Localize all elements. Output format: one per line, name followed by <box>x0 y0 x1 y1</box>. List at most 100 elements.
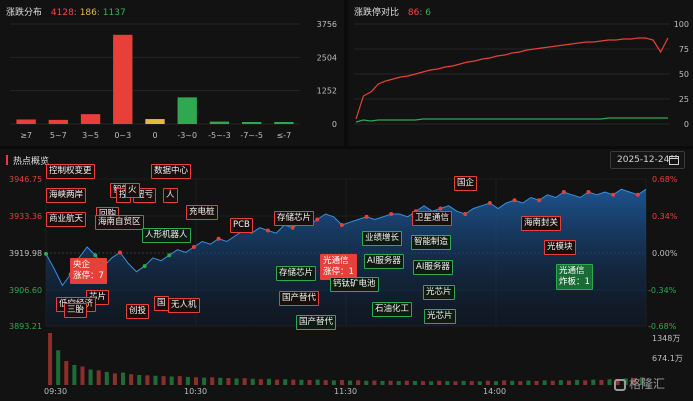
tag-guochan-red[interactable]: 国产替代 <box>279 291 320 306</box>
tag-haixia[interactable]: 海峡两岸 <box>46 188 87 203</box>
y-tick-label: 1252 <box>317 87 337 96</box>
tag-shangye[interactable]: 商业航天 <box>46 212 87 227</box>
volume-bar <box>599 379 604 385</box>
volume-bar <box>412 380 417 385</box>
brand-mark-icon <box>614 379 626 391</box>
price-tick: 3946.75 <box>9 175 43 184</box>
volume-bar <box>64 361 69 385</box>
volume-bar <box>445 381 450 385</box>
event-dot <box>167 253 172 258</box>
volume-bar <box>380 380 385 385</box>
event-dot <box>265 228 270 233</box>
event-dot <box>93 253 98 258</box>
tag-yangqi[interactable]: 央企 涨停：7 <box>70 258 107 284</box>
ratio-header: 涨跌停对比 86: 6 <box>354 8 431 18</box>
category-label: 3~5 <box>82 131 99 140</box>
tag-guangtongxin-1[interactable]: 光通信 涨停：1 <box>320 254 357 280</box>
distribution-title: 涨跌分布 <box>6 8 43 18</box>
tag-taitie[interactable]: 钙钛矿电池 <box>330 277 379 292</box>
volume-bar <box>129 374 134 385</box>
volume-bar <box>526 380 531 385</box>
volume-bar <box>96 370 101 385</box>
category-label: ≤-7 <box>277 131 292 140</box>
y-tick-label: 2504 <box>317 53 337 62</box>
tag-ai-server-2[interactable]: AI服务器 <box>413 260 453 275</box>
tag-guangmokuai[interactable]: 光模块 <box>544 240 576 255</box>
tag-guochan-green[interactable]: 国产替代 <box>296 315 337 330</box>
ratio-title: 涨跌停对比 <box>354 8 400 18</box>
volume-bar <box>299 379 304 385</box>
volume-bar <box>518 381 523 385</box>
y-tick-label: 50 <box>679 70 689 79</box>
price-tick: 3919.98 <box>9 249 43 258</box>
tag-partial-santai[interactable]: 三胎 <box>64 303 88 318</box>
volume-bar <box>615 378 620 385</box>
volume-bar <box>153 375 158 385</box>
guangtongxin2-name: 光通信 <box>559 266 585 276</box>
limit-down-count: 6 <box>425 8 431 18</box>
tag-cunchu-top[interactable]: 存储芯片 <box>274 211 315 226</box>
y-tick-label: 0 <box>332 120 337 129</box>
time-tick: 09:30 <box>44 387 68 396</box>
volume-bar <box>510 380 515 385</box>
volume-bar <box>542 380 547 385</box>
volume-bar <box>242 378 247 385</box>
event-dot <box>315 217 320 222</box>
date-picker[interactable]: 2025-12-24 <box>610 151 685 169</box>
volume-bar <box>396 381 401 385</box>
bar <box>177 97 197 124</box>
tag-chuangtou[interactable]: 创投 <box>126 304 150 319</box>
event-dot <box>586 190 591 195</box>
pct-tick: 0.00% <box>652 249 678 258</box>
tag-guangtongxin-2[interactable]: 光通信 炸板：1 <box>556 264 593 290</box>
volume-bar <box>404 380 409 385</box>
volume-bar <box>631 378 636 385</box>
volume-bar <box>193 377 199 385</box>
category-label: ≥7 <box>20 131 32 140</box>
event-dot <box>512 198 517 203</box>
tag-partial-ren[interactable]: 人 <box>163 188 178 203</box>
brand-name: 格隆汇 <box>629 377 666 391</box>
tag-zhineng[interactable]: 智能制造 <box>411 235 452 250</box>
tag-ai-server-1[interactable]: AI服务器 <box>364 254 404 269</box>
volume-bar <box>137 374 142 385</box>
bar <box>242 122 262 124</box>
volume-bar <box>291 379 296 385</box>
volume-bar <box>331 380 336 385</box>
distribution-bar-chart: 3756 2504 1252 0 ≥7 5~7 3~5 0~3 0 -3~0 -5~-3 -7~-5 ≤… <box>10 20 337 140</box>
volume-bar <box>56 350 61 385</box>
tag-renxing[interactable]: 人形机器人 <box>142 228 191 243</box>
tag-yeji[interactable]: 业绩增长 <box>362 231 403 246</box>
event-dot <box>561 190 566 195</box>
volume-bar <box>72 364 77 385</box>
tag-shujuzhongxin[interactable]: 数据中心 <box>151 164 192 179</box>
category-label: -5~-3 <box>208 131 231 140</box>
tag-shiyou[interactable]: 石油化工 <box>372 302 413 317</box>
bar <box>209 121 230 124</box>
tag-guoqi[interactable]: 国企 <box>454 176 478 191</box>
tag-guangxin-1[interactable]: 光芯片 <box>423 285 455 300</box>
tag-hainan[interactable]: 海南自贸区 <box>95 215 144 230</box>
bar <box>113 34 133 124</box>
event-dot <box>389 212 394 217</box>
volume-bar <box>210 377 215 385</box>
tag-partial-huo[interactable]: 火 <box>125 183 140 198</box>
series-line <box>355 117 668 123</box>
hot-title-accent <box>6 155 8 165</box>
tag-pcb[interactable]: PCB <box>230 218 253 233</box>
tag-guangxin-2[interactable]: 光芯片 <box>424 309 456 324</box>
series-line <box>355 37 669 120</box>
tag-chongdianzhuang[interactable]: 充电桩 <box>186 205 218 220</box>
tag-cunchu-bottom[interactable]: 存储芯片 <box>276 266 317 281</box>
volume-bar <box>429 381 434 385</box>
price-tick: 3893.21 <box>9 322 43 331</box>
tag-kongzhiquan[interactable]: 控制权变更 <box>46 164 95 179</box>
bar <box>145 119 165 124</box>
tag-hainanfeng[interactable]: 海南封关 <box>521 216 562 231</box>
y-tick-label: 100 <box>674 20 689 29</box>
tag-weixing[interactable]: 卫星通信 <box>412 211 453 226</box>
volume-bar <box>607 379 612 385</box>
tag-guo-small[interactable]: 国 <box>154 296 169 311</box>
volume-bar <box>453 381 458 385</box>
tag-wurenji[interactable]: 无人机 <box>168 298 200 313</box>
